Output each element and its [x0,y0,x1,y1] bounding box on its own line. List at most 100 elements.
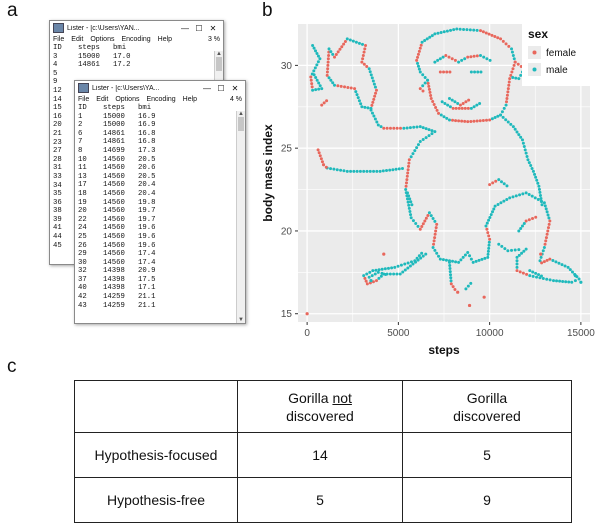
data-point [374,268,378,272]
list-cell: 42 [78,293,87,302]
data-point [376,123,380,127]
menu-help[interactable]: Help [182,96,198,103]
list-item: 1 15000 16.9 [78,113,242,122]
data-point [501,39,505,43]
data-point [413,149,417,153]
y-tick-label: 30 [281,61,293,72]
scroll-up-icon[interactable]: ▲ [216,51,222,57]
scroll-thumb[interactable] [216,57,222,71]
data-point [408,197,412,201]
data-point [524,151,528,155]
data-point [545,258,549,262]
data-point [426,213,430,217]
lister-back-titlebar[interactable]: Lister - [c:\Users\YAN... — ☐ ✕ [50,21,223,35]
list-item: 34 [53,182,220,191]
cell-free-discovered: 9 [402,477,572,523]
list-item: 27 [53,147,220,156]
data-point [318,57,322,61]
data-point [383,267,387,271]
data-point [466,120,470,124]
data-point [453,100,457,104]
data-point [493,204,497,208]
data-point [477,258,481,262]
minimize-icon[interactable]: — [181,23,189,33]
data-point [542,260,546,264]
data-point [552,279,555,283]
lister-back-percent: 3 % [207,36,220,43]
data-point [463,253,467,257]
lister-front-titlebar[interactable]: Lister - [c:\Users\YA... — ☐ ✕ [75,81,245,95]
minimize-icon[interactable]: — [203,83,211,93]
data-point [487,32,491,36]
menu-help[interactable]: Help [157,36,173,43]
data-point [462,27,466,31]
data-point [461,255,465,259]
menu-file[interactable]: File [78,96,90,103]
data-point [415,58,419,62]
data-point [373,272,377,276]
list-item: 42 14259 21.1 [78,293,242,302]
data-point [517,248,521,252]
maximize-icon[interactable]: ☐ [217,83,225,93]
data-point [508,196,512,200]
data-point [377,268,381,272]
data-point [345,169,349,173]
list-item: 22 14560 19.7 [78,216,242,225]
menu-edit[interactable]: Edit [96,96,109,103]
data-point [448,263,452,267]
scroll-up-icon[interactable]: ▲ [238,111,244,117]
data-point [430,129,434,133]
data-point [475,103,479,107]
data-point [404,181,408,185]
data-point [544,236,548,240]
data-point [524,219,528,223]
lister-front-listing: ID steps bmi 1 15000 16.9 2 15000 16.9 6 14861 16.8… [75,104,245,310]
menu-file[interactable]: File [53,36,65,43]
menu-encoding[interactable]: Encoding [146,96,176,103]
data-point [473,70,477,74]
list-cell: 17.5 [138,275,156,284]
y-tick-label: 15 [281,309,293,320]
close-icon[interactable]: ✕ [231,83,239,93]
menu-options[interactable]: Options [115,96,140,103]
data-point [412,125,416,129]
scroll-down-icon[interactable]: ▼ [238,317,244,323]
scroll-thumb[interactable] [238,117,244,131]
x-tick-label: 10000 [476,328,504,339]
list-item: 45 [53,242,220,251]
list-item: 5 [53,70,220,79]
menu-options[interactable]: Options [90,36,115,43]
data-point [505,197,509,201]
data-point [327,47,331,51]
data-point [399,126,403,130]
list-item: ID steps bmi [78,104,242,113]
maximize-icon[interactable]: ☐ [195,23,203,33]
lister-front-scrollbar[interactable]: ▲ ▼ [236,111,245,323]
data-point [415,256,419,260]
lister-window-front[interactable]: Lister - [c:\Users\YA... — ☐ ✕ File Edit… [74,80,246,324]
menu-edit[interactable]: Edit [71,36,84,43]
list-cell: 30 [78,258,87,267]
data-point [493,116,497,120]
data-point [438,257,442,261]
data-point [365,282,369,286]
data-point [548,219,552,223]
data-point [418,46,422,50]
data-point [334,53,338,57]
list-item: 44 [53,233,220,242]
data-point [427,211,431,215]
data-point [430,132,434,136]
data-point [420,40,424,44]
list-cell: 20 [78,207,87,216]
data-point [521,192,525,196]
close-icon[interactable]: ✕ [209,23,217,33]
data-point [434,105,438,109]
data-point [451,106,455,110]
lister-front-percent: 4 % [229,96,242,103]
menu-encoding[interactable]: Encoding [121,36,151,43]
data-point [538,259,542,263]
data-point [379,274,383,278]
data-point [540,261,544,265]
lister-back-listing: ID steps bmi 3 15000 17.0 4 14861 17.2 5 9 12 14 15 16… [50,44,223,250]
data-point [459,258,463,262]
